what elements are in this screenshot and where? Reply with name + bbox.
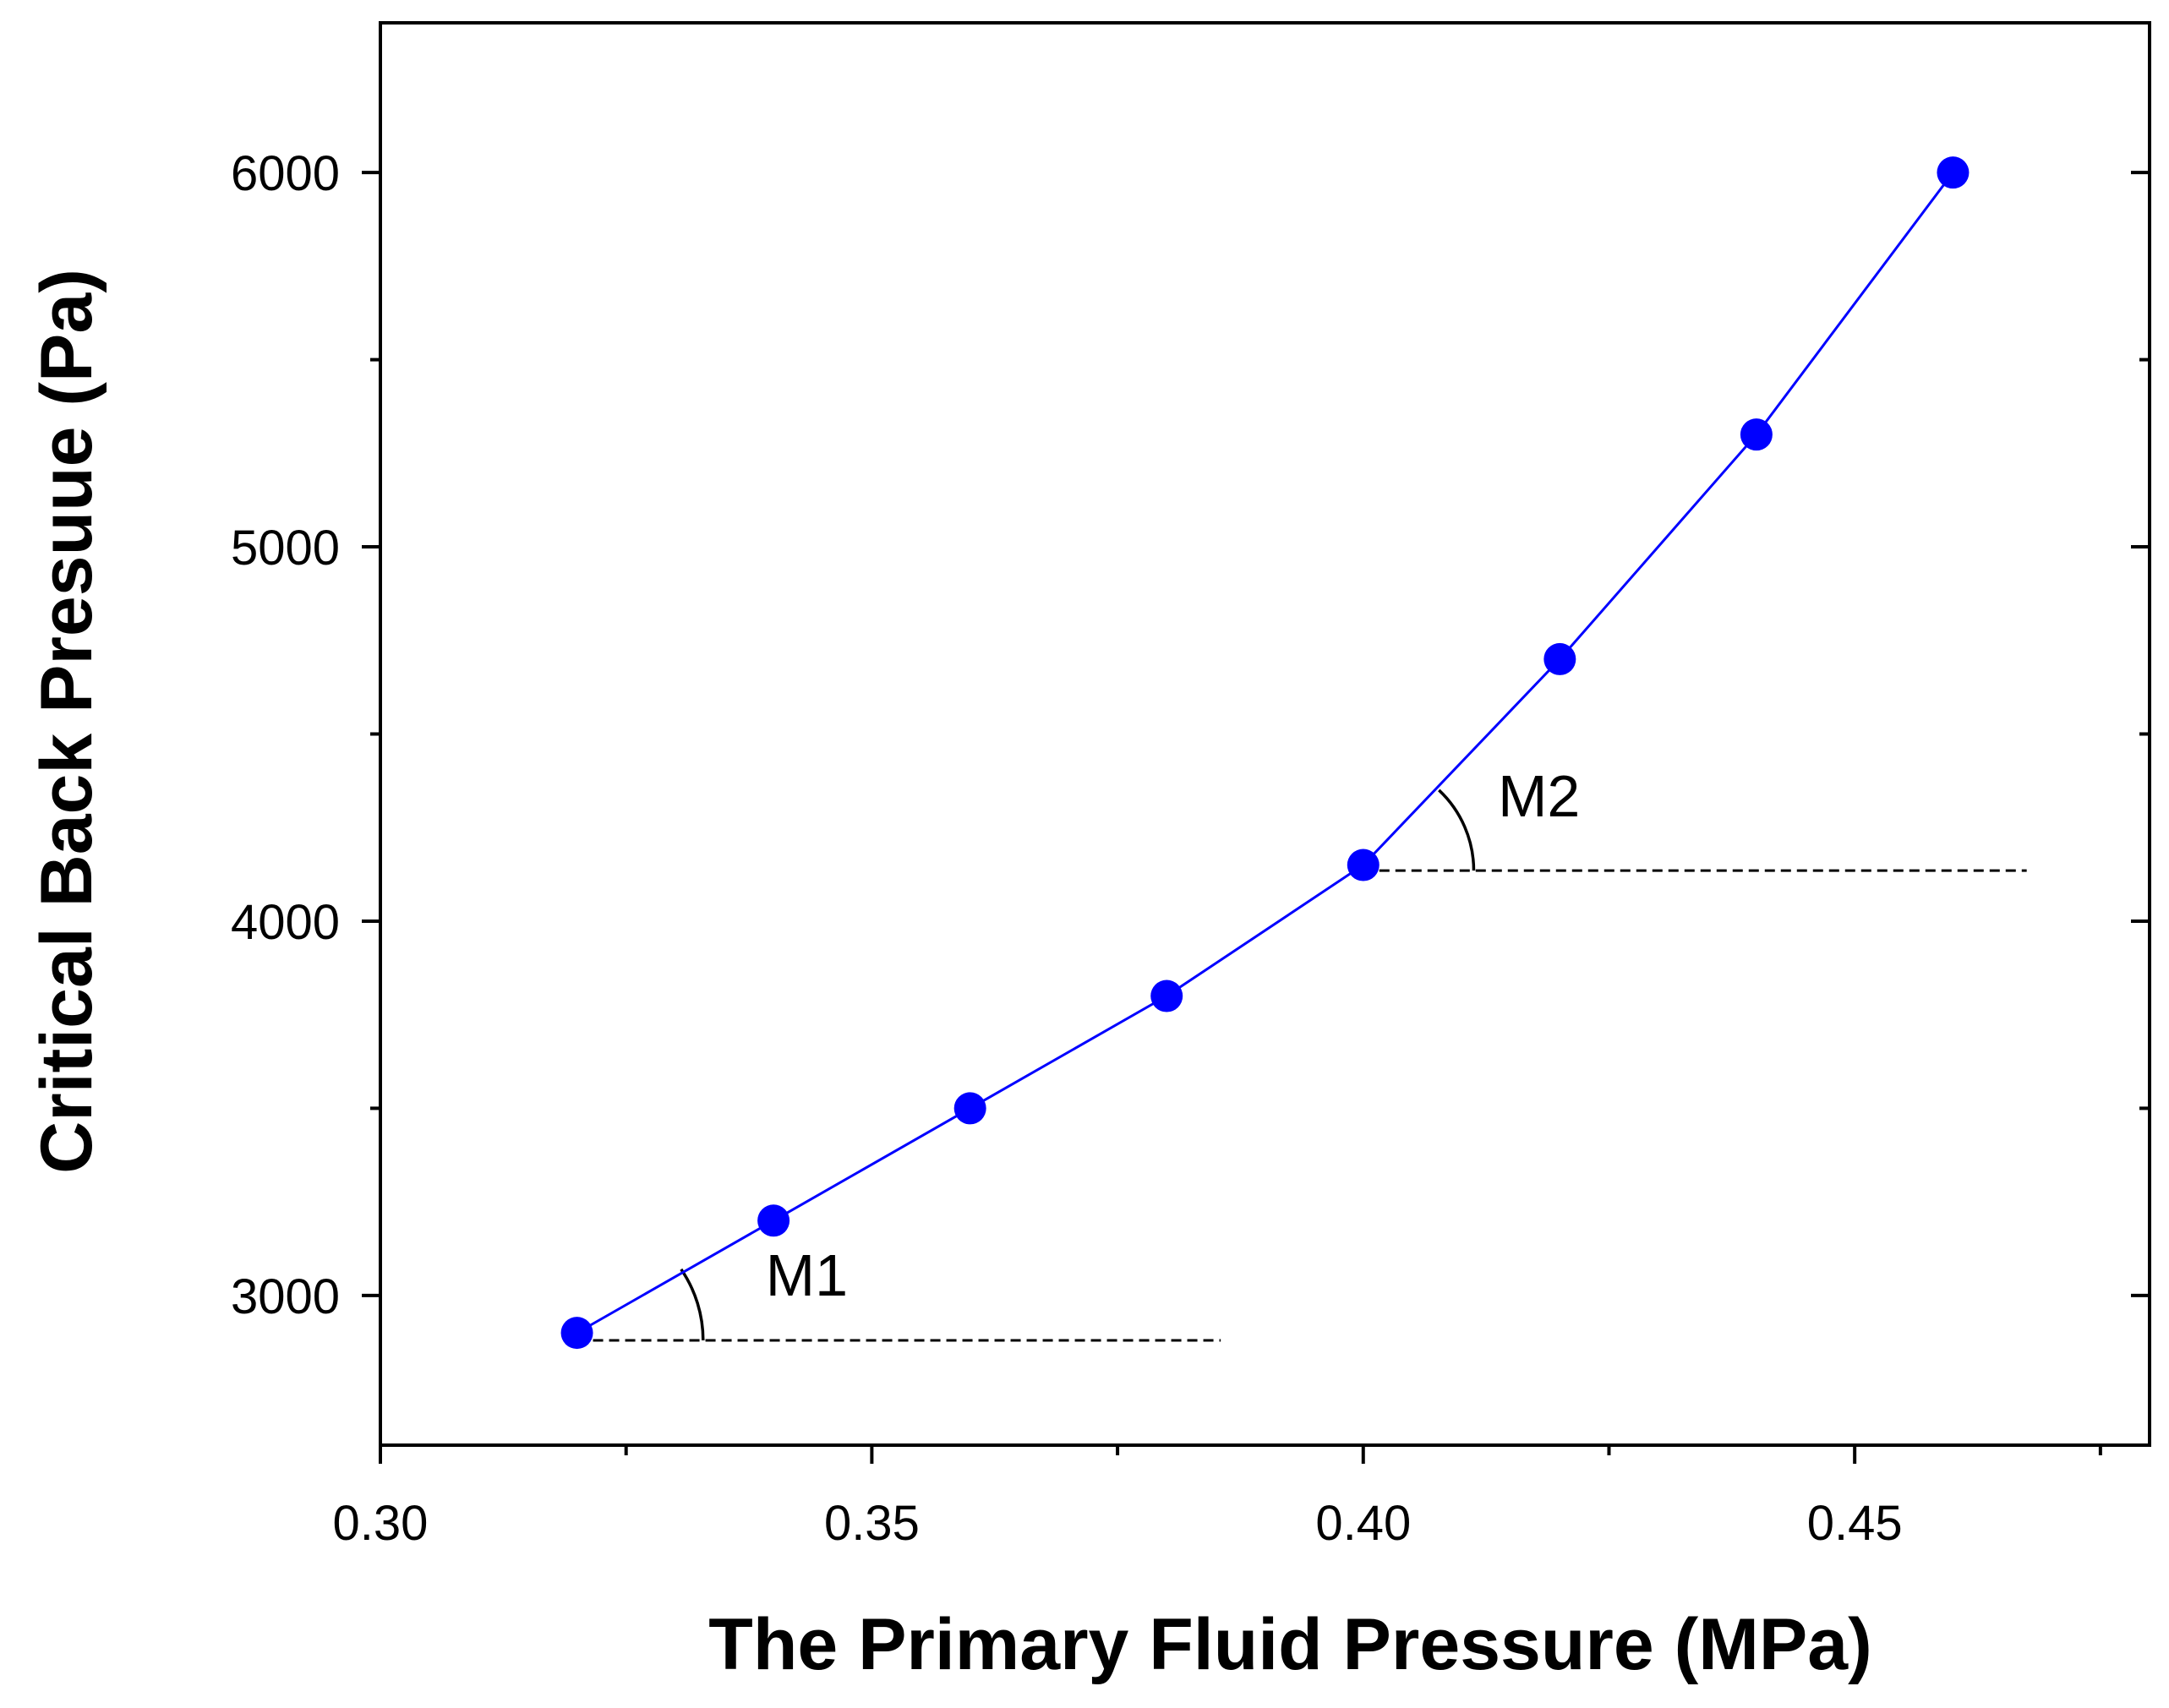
data-point [1740,418,1773,451]
plot-frame [379,21,2151,1447]
y-tick-label: 6000 [231,146,340,201]
data-point [1937,156,1970,189]
data-point [560,1317,593,1350]
data-point [1150,980,1183,1012]
data-point [1347,849,1380,881]
angle-annotations: M1 M2 [576,763,2027,1342]
y-tick-label: 5000 [231,521,340,576]
angle-arc [680,1268,705,1340]
data-point [757,1204,790,1237]
y-tick-label: 4000 [231,895,340,950]
y-tick-label: 3000 [231,1269,340,1324]
data-point [953,1092,986,1125]
angle-label: M1 [766,1242,848,1308]
data-series [560,156,1970,1350]
y-axis-title: Critical Back Presuue (Pa) [26,269,107,1174]
data-point [1543,642,1576,675]
tick-labels: 0.30 0.35 0.40 0.45 3000 4000 5000 6000 [231,146,1903,1551]
angle-arc [1438,789,1476,871]
x-tick-label: 0.30 [333,1496,429,1551]
x-tick-label: 0.40 [1315,1496,1411,1551]
angle-label: M2 [1498,763,1580,829]
x-axis-title: The Primary Fluid Pressure (MPa) [708,1604,1871,1685]
x-tick-label: 0.35 [824,1496,920,1551]
series-line [576,172,1954,1334]
axis-ticks [362,171,2150,1464]
x-tick-label: 0.45 [1807,1496,1903,1551]
